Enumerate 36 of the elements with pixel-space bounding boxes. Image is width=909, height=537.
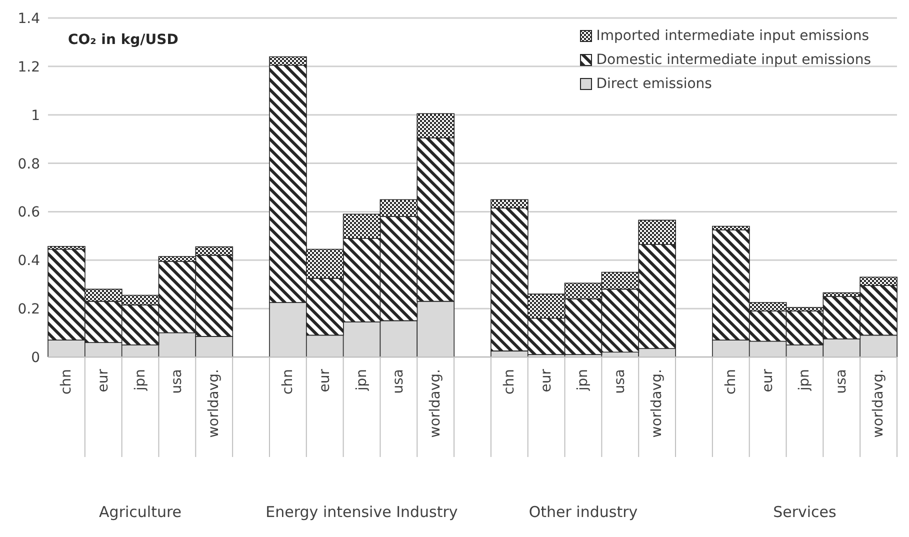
- x-tick-label: jpn: [132, 369, 148, 392]
- y-tick-label: 1.4: [18, 10, 40, 27]
- text: Agriculture: [98, 503, 183, 521]
- x-tick-label: chn: [280, 369, 296, 394]
- x-tick-label: worldavg.: [870, 369, 887, 438]
- x-tick-label: jpn: [354, 369, 370, 392]
- x-tick-label: chn: [501, 369, 518, 394]
- x-tick-label: worldavg.: [649, 369, 666, 438]
- y-axis-title: CO₂ in kg/USD: [68, 32, 178, 48]
- x-tick-label: eur: [316, 368, 333, 392]
- legend-label: Direct emissions: [596, 76, 712, 92]
- x-tick-label: eur: [760, 368, 776, 392]
- x-tick-label: chn: [722, 369, 739, 394]
- y-tick-label: 0: [31, 350, 40, 366]
- x-tick-label: usa: [390, 369, 407, 394]
- x-tick-label: jpn: [796, 369, 813, 392]
- text: Services: [772, 503, 838, 521]
- y-tick-label: 1.2: [18, 59, 40, 76]
- x-tick-label: usa: [169, 369, 186, 394]
- x-tick-label: usa: [834, 369, 850, 394]
- x-tick-label: worldavg.: [428, 369, 444, 438]
- y-tick-label: 0.6: [18, 204, 40, 221]
- x-tick-label: eur: [538, 368, 554, 392]
- x-tick-label: usa: [612, 369, 628, 394]
- legend-label: Imported intermediate input emissions: [596, 28, 869, 44]
- text: Energy intensive Industry: [264, 503, 459, 521]
- x-tick-label: worldavg.: [206, 369, 222, 438]
- x-tick-label: eur: [95, 368, 112, 392]
- y-tick-label: 0.8: [18, 156, 40, 172]
- x-tick-label: jpn: [575, 369, 592, 392]
- x-tick-label: chn: [58, 369, 74, 394]
- y-tick-label: 1: [31, 108, 40, 124]
- text: Other industry: [528, 503, 639, 521]
- y-tick-label: 0.4: [18, 253, 40, 270]
- legend-label: Domestic intermediate input emissions: [596, 52, 871, 68]
- y-tick-label: 0.2: [18, 302, 40, 318]
